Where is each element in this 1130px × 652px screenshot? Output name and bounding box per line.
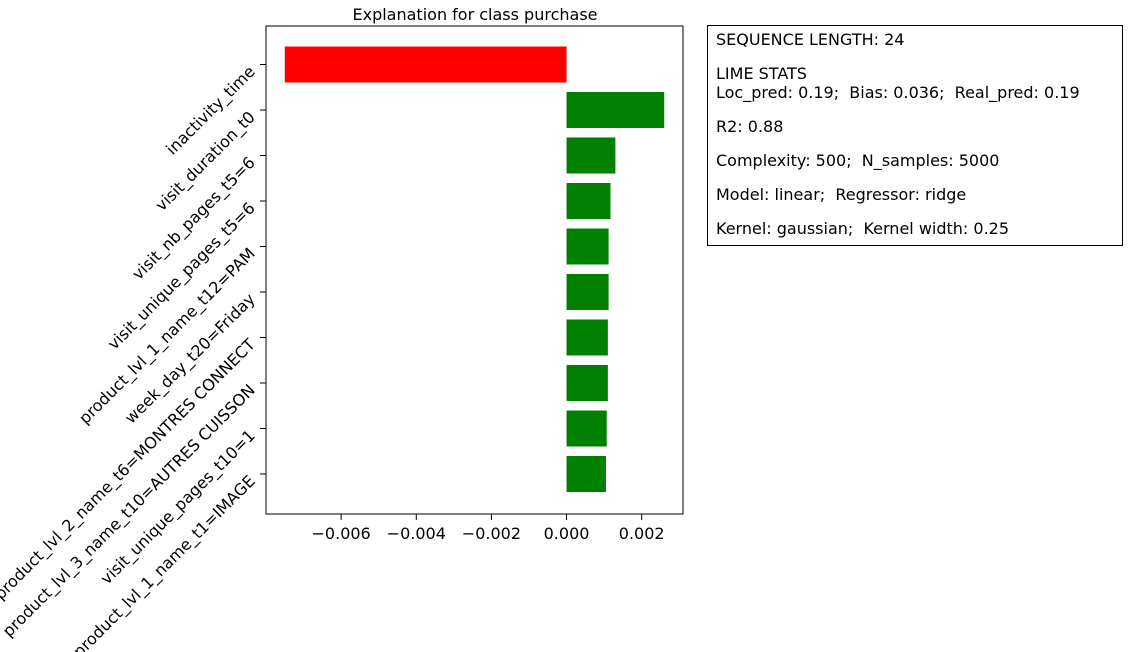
complexity-text: Complexity: 500; N_samples: 5000 bbox=[716, 150, 1000, 170]
lime-stats-title: LIME STATS bbox=[716, 64, 807, 83]
chart-title: Explanation for class purchase bbox=[353, 5, 598, 24]
x-tick-label: 0.000 bbox=[544, 524, 590, 543]
bar-5 bbox=[566, 274, 609, 310]
plot-frame bbox=[265, 25, 684, 515]
bar-0 bbox=[284, 46, 567, 83]
bar-9 bbox=[566, 456, 606, 492]
bar-4 bbox=[566, 228, 609, 265]
x-tick-label: 0.002 bbox=[619, 524, 665, 543]
bar-3 bbox=[566, 183, 611, 219]
bar-2 bbox=[566, 137, 616, 174]
prediction-stats-text: Loc_pred: 0.19; Bias: 0.036; Real_pred: … bbox=[716, 82, 1080, 102]
y-axis: inactivity_timevisit_duration_t0visit_nb… bbox=[0, 62, 266, 652]
x-tick-label: −0.006 bbox=[312, 524, 371, 543]
x-tick-label: −0.004 bbox=[387, 524, 446, 543]
x-axis: −0.006 −0.004 −0.002 0.000 0.002 bbox=[312, 514, 665, 543]
x-tick-label: −0.002 bbox=[462, 524, 521, 543]
model-text: Model: linear; Regressor: ridge bbox=[716, 184, 967, 204]
sequence-length-text: SEQUENCE LENGTH: 24 bbox=[716, 30, 905, 49]
r2-text: R2: 0.88 bbox=[716, 116, 784, 136]
kernel-text: Kernel: gaussian; Kernel width: 0.25 bbox=[716, 218, 1010, 238]
bars-group bbox=[284, 46, 665, 492]
bar-1 bbox=[566, 92, 665, 128]
lime-stats-box: SEQUENCE LENGTH: 24 LIME STATS Loc_pred:… bbox=[707, 25, 1123, 246]
bar-8 bbox=[566, 410, 607, 447]
bar-7 bbox=[566, 365, 608, 401]
bar-6 bbox=[566, 319, 608, 356]
